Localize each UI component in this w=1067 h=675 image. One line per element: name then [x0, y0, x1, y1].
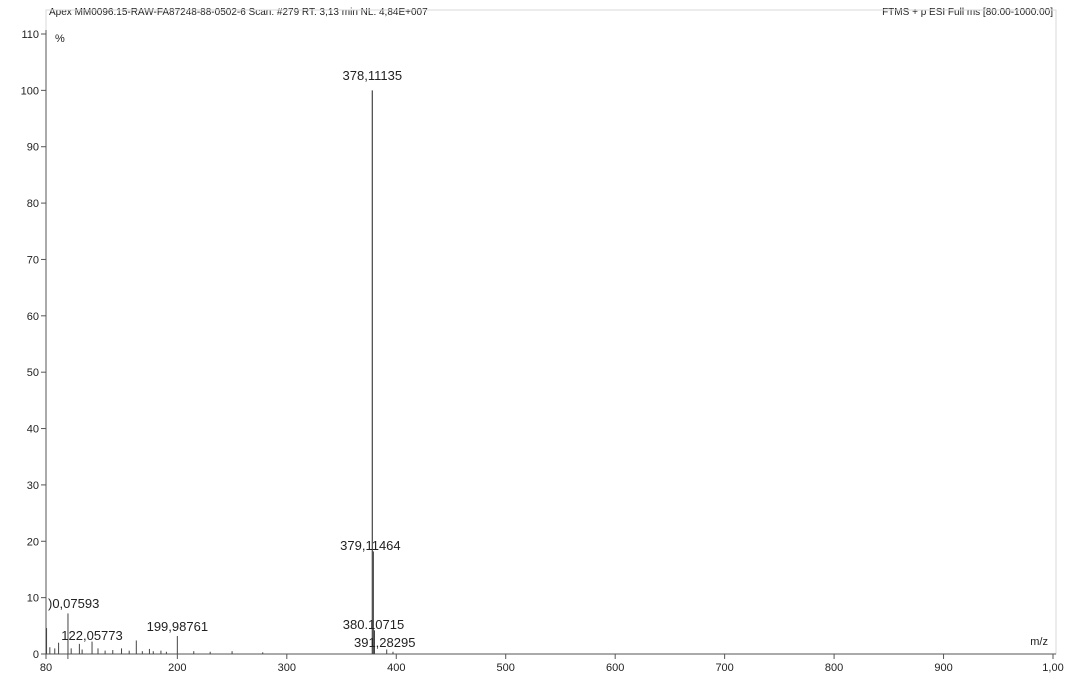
y-tick-label: 40	[27, 424, 39, 436]
x-tick-label: 300	[278, 662, 296, 674]
y-tick-label: 90	[27, 142, 39, 154]
peak-label: 380.10715	[343, 617, 404, 632]
y-tick-label: 70	[27, 254, 39, 266]
x-tick-label: 500	[497, 662, 515, 674]
peak-label: 199,98761	[147, 619, 208, 634]
peak-label: 391,28295	[354, 635, 415, 650]
y-tick-label: 100	[21, 85, 39, 97]
y-tick-label: 0	[33, 649, 39, 661]
y-tick-label: 80	[27, 198, 39, 210]
scan-info-header: Apex MM0096.15-RAW-FA87248-88-0502-6 Sca…	[49, 7, 428, 18]
x-tick-label: 900	[934, 662, 952, 674]
y-axis-label: %	[55, 33, 65, 45]
y-tick-label: 50	[27, 367, 39, 379]
spectrum-peaks	[46, 90, 394, 654]
x-tick-label: 80	[40, 662, 52, 674]
x-tick-label: 700	[715, 662, 733, 674]
x-tick-label: 400	[387, 662, 405, 674]
x-tick-label: 1,00	[1042, 662, 1063, 674]
peak-labels: )0,07593 122,05773 199,98761 378,11135 379,1…	[48, 68, 415, 650]
y-tick-label: 110	[21, 29, 39, 41]
y-axis-ticks: 0 10 20 30 40 50 60 70 80 90 100 110	[21, 29, 46, 661]
peak-label: 378,11135	[343, 68, 403, 83]
y-tick-label: 30	[27, 480, 39, 492]
plot-frame	[45, 9, 1057, 655]
peak-label: 379,11464	[340, 538, 401, 553]
filter-info-header: FTMS + p ESI Full ms [80.00-1000.00]	[882, 7, 1053, 18]
peak-label: )0,07593	[48, 596, 99, 611]
x-tick-label: 600	[606, 662, 624, 674]
y-tick-label: 10	[27, 593, 39, 605]
x-tick-label: 800	[825, 662, 843, 674]
y-tick-label: 20	[27, 536, 39, 548]
peak-label: 122,05773	[61, 628, 122, 643]
x-axis-ticks: 80 200 300 400 500 600 700 800 900 1,00	[40, 654, 1064, 674]
x-axis-label: m/z	[1030, 636, 1048, 648]
y-tick-label: 60	[27, 311, 39, 323]
x-tick-label: 200	[168, 662, 186, 674]
